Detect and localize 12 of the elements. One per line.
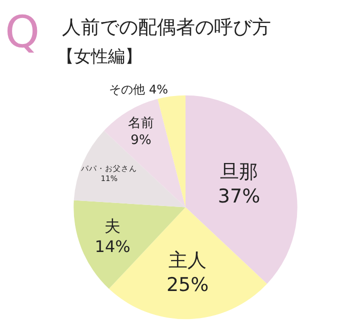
slice-label: 旦那 [220, 160, 258, 183]
data-label: 37% [218, 185, 260, 208]
chart-title: 人前での配偶者の呼び方 [62, 16, 271, 39]
slice-label: その他 4% [109, 82, 168, 96]
text: Q [5, 7, 40, 58]
slice-label: 名前 [128, 116, 154, 132]
slice-label: 夫 [104, 216, 121, 236]
slice-label: 主人 [168, 249, 207, 272]
data-label: 14% [94, 237, 130, 256]
data-label: 9% [130, 132, 152, 148]
data-label: 25% [166, 274, 209, 296]
chart-subtitle: 【女性編】 [57, 47, 142, 67]
